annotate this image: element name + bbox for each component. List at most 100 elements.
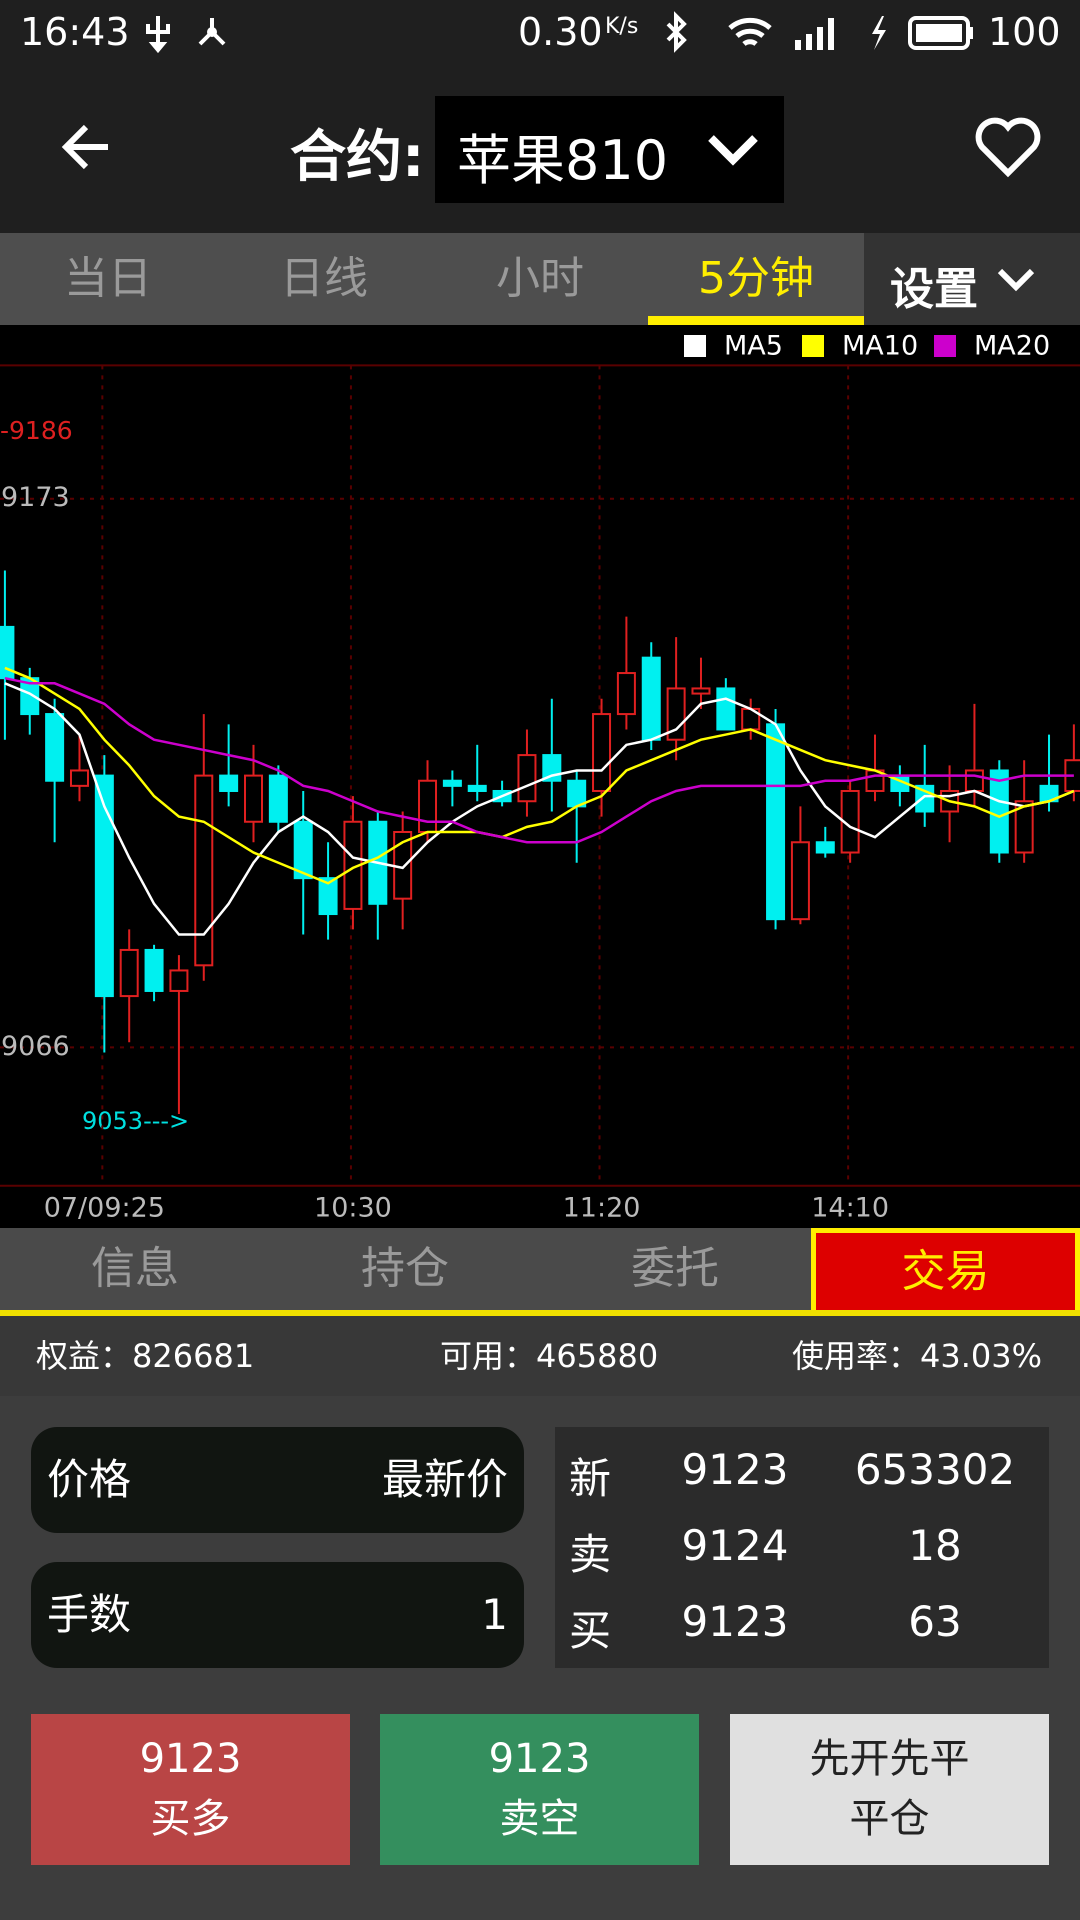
candle-body xyxy=(666,687,686,741)
price-input[interactable]: 价格 最新价 xyxy=(31,1427,524,1533)
quote-label: 买 xyxy=(569,1606,612,1655)
candle-body xyxy=(219,774,239,792)
period-tab[interactable]: 小时 xyxy=(496,253,584,304)
account-item: 可用：465880 xyxy=(440,1316,658,1396)
ma-line xyxy=(4,682,1075,936)
favorite-button[interactable] xyxy=(974,115,1042,179)
period-tabs: 当日 日线 小时 5分钟 设置 xyxy=(0,233,1080,325)
bottom-tab[interactable]: 委托 xyxy=(631,1243,719,1294)
candle-body xyxy=(442,779,462,787)
quote-volume: 18 xyxy=(908,1521,962,1570)
settings-tab[interactable]: 设置 xyxy=(864,233,1080,325)
clock: 16:43 xyxy=(20,10,130,54)
x-tick-label: 07/09:25 xyxy=(44,1193,165,1224)
candle-body xyxy=(268,774,288,823)
candle-body xyxy=(69,769,89,787)
quote-table: 新 9123 653302 卖 9124 18 买 9123 63 xyxy=(555,1427,1049,1668)
bottom-tabs: 信息 持仓 委托 交易 xyxy=(0,1228,1080,1316)
quote-price: 9123 xyxy=(681,1445,789,1494)
quantity-input[interactable]: 手数 1 xyxy=(31,1562,524,1668)
quantity-value: 1 xyxy=(481,1590,508,1639)
bottom-tab[interactable]: 信息 xyxy=(91,1243,179,1294)
candle-body xyxy=(418,779,438,834)
button-text: 平仓 xyxy=(849,1796,930,1842)
legend-label: MA20 xyxy=(974,331,1050,362)
button-text: 卖空 xyxy=(499,1796,580,1842)
kline-chart: 9173 9066 -9186 9053---> 07/09:25 10:30 11:20 1… xyxy=(0,325,1080,1228)
bottom-tab-active[interactable]: 交易 xyxy=(811,1228,1080,1310)
quote-volume: 653302 xyxy=(854,1445,1016,1494)
candle-body xyxy=(45,713,65,782)
quote-label: 新 xyxy=(569,1454,612,1503)
candle-body xyxy=(517,754,537,803)
quote-label: 卖 xyxy=(569,1530,612,1579)
contract-dropdown[interactable]: 苹果810 xyxy=(435,96,784,203)
back-button[interactable] xyxy=(56,117,116,177)
header: 合约: 苹果810 xyxy=(0,67,1080,233)
candle-body xyxy=(641,656,661,741)
legend-swatch xyxy=(934,335,956,357)
x-tick-label: 14:10 xyxy=(811,1193,889,1224)
status-icons-right xyxy=(666,11,973,53)
ma-line xyxy=(4,676,1074,844)
account-value: 43.03% xyxy=(920,1337,1043,1375)
period-tab[interactable]: 日线 xyxy=(280,253,368,304)
bottom-tab[interactable]: 持仓 xyxy=(361,1243,449,1294)
account-label: 权益： xyxy=(36,1337,133,1375)
period-tab-active[interactable]: 5分钟 xyxy=(648,233,864,325)
candle-body xyxy=(691,687,711,695)
account-item: 使用率：43.03% xyxy=(792,1316,1042,1396)
candle-body xyxy=(293,820,313,880)
sell-button[interactable]: 9123 卖空 xyxy=(380,1714,699,1865)
candle-body xyxy=(989,769,1009,854)
battery-level: 100 xyxy=(988,10,1061,54)
account-label: 使用率： xyxy=(792,1337,921,1375)
quantity-label: 手数 xyxy=(47,1590,132,1639)
min-marker: 9053---> xyxy=(82,1107,189,1135)
contract-name: 苹果810 xyxy=(457,129,669,192)
y-tick-label: 9066 xyxy=(1,1031,70,1062)
x-tick-label: 10:30 xyxy=(314,1193,392,1224)
status-bar: 16:43 0.30 K/s 100 xyxy=(0,0,1080,67)
candle-body xyxy=(616,672,636,716)
quote-volume: 63 xyxy=(908,1597,962,1646)
candle-body xyxy=(194,774,214,967)
quote-price: 9124 xyxy=(681,1521,789,1570)
candle-body xyxy=(790,841,810,921)
net-speed: 0.30 xyxy=(518,10,603,54)
button-text: 9123 xyxy=(139,1736,242,1782)
candle-body xyxy=(815,841,835,854)
x-tick-label: 11:20 xyxy=(563,1193,641,1224)
speed-unit: K/s xyxy=(605,14,639,39)
candle-body xyxy=(169,969,189,992)
button-text: 买多 xyxy=(150,1796,231,1842)
candle-body xyxy=(144,948,164,992)
header-title: 合约: xyxy=(290,125,425,190)
candle-body xyxy=(1014,800,1034,854)
candle-body xyxy=(964,769,984,792)
price-label: 价格 xyxy=(47,1455,132,1504)
candle-body xyxy=(94,774,114,998)
buy-button[interactable]: 9123 买多 xyxy=(31,1714,350,1865)
ma-line xyxy=(4,666,1075,885)
legend-swatch xyxy=(802,335,824,357)
candle-body xyxy=(766,723,786,921)
candle-body xyxy=(840,789,860,854)
button-text: 9123 xyxy=(488,1736,591,1782)
button-text: 先开先平 xyxy=(809,1736,970,1782)
price-value: 最新价 xyxy=(381,1455,508,1504)
y-tick-label: 9173 xyxy=(1,482,70,513)
candle-body xyxy=(567,779,587,808)
period-tab[interactable]: 当日 xyxy=(64,253,152,304)
legend-swatch xyxy=(684,335,706,357)
candle-body xyxy=(244,774,263,823)
quote-price: 9123 xyxy=(681,1597,789,1646)
settings-arrow xyxy=(997,268,1035,292)
candle-body xyxy=(119,948,139,998)
close-button[interactable]: 先开先平 平仓 xyxy=(730,1714,1049,1865)
status-icons xyxy=(146,16,226,54)
candle-body xyxy=(467,784,487,792)
account-bar: 权益：826681 可用：465880 使用率：43.03% xyxy=(0,1316,1080,1396)
dropdown-icon xyxy=(708,135,758,166)
